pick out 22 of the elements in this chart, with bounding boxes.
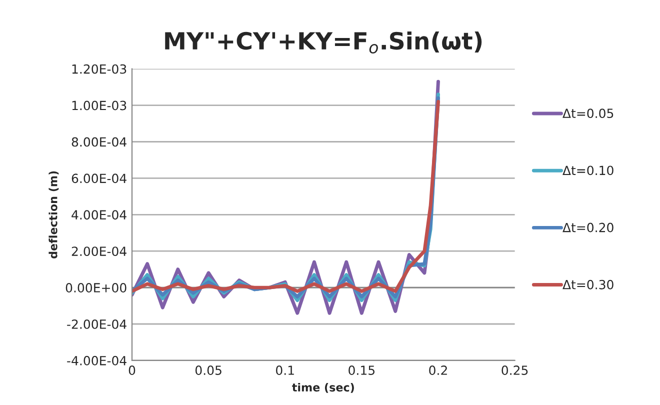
legend-label: Δt=0.05 xyxy=(562,108,614,118)
legend-label: Δt=0.10 xyxy=(562,166,614,176)
y-tick-label: -4.00E-04 xyxy=(67,356,126,366)
y-tick-label: 1.20E-03 xyxy=(72,64,126,74)
legend-label: Δt=0.30 xyxy=(562,280,614,290)
y-axis-title: deflection (m) xyxy=(48,171,59,258)
y-tick-label: 1.00E-03 xyxy=(72,100,126,110)
x-tick-label: 0.2 xyxy=(429,366,447,375)
y-tick-label: 6.00E-04 xyxy=(72,174,126,184)
y-tick-label: 2.00E-04 xyxy=(72,246,126,256)
x-tick-label: 0 xyxy=(128,366,136,375)
y-tick-label: 4.00E-04 xyxy=(72,210,126,220)
y-tick-label: 8.00E-04 xyxy=(72,137,126,147)
x-tick-label: 0.1 xyxy=(276,366,294,375)
x-tick-label: 0.25 xyxy=(502,366,528,375)
y-tick-label: 0.00E+00 xyxy=(66,283,126,292)
y-tick-label: -2.00E-04 xyxy=(67,319,126,329)
chart-title: MY"+CY'+KY=F$_{o}$.Sin(ωt) xyxy=(165,31,482,54)
x-tick-label: 0.05 xyxy=(195,366,222,375)
x-axis-title: time (sec) xyxy=(292,382,354,393)
x-tick-label: 0.15 xyxy=(348,366,375,375)
legend-label: Δt=0.20 xyxy=(562,222,614,232)
